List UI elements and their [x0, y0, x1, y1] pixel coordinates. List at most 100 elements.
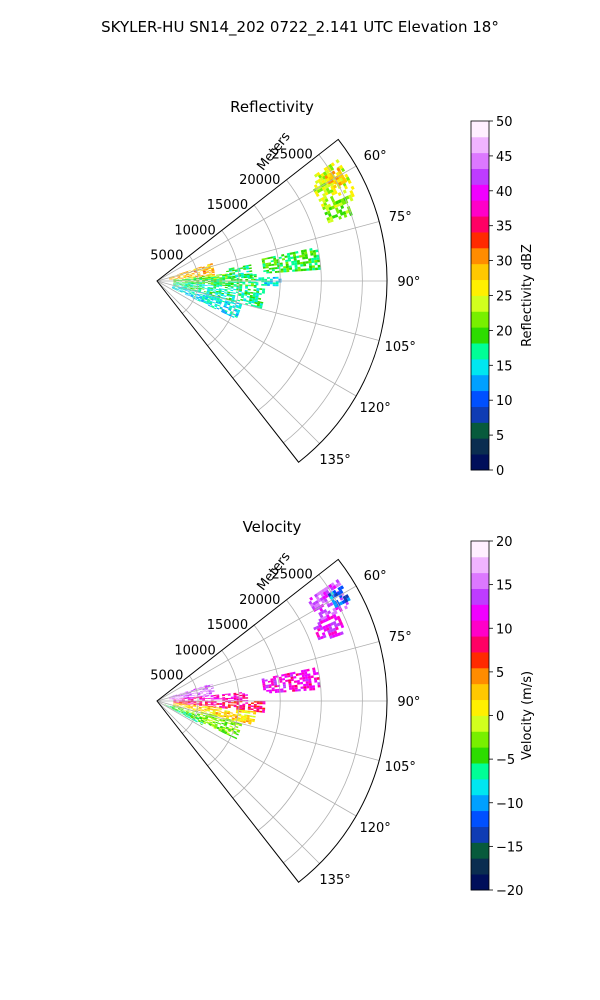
echo-gate: [222, 728, 226, 731]
echo-gate: [318, 174, 323, 179]
echo-gate: [243, 715, 247, 718]
echo-gate: [222, 277, 226, 279]
echo-gate: [322, 199, 326, 204]
echo-gate: [204, 706, 208, 708]
echo-region: [255, 276, 282, 287]
echo-gate: [183, 696, 187, 698]
echo-gate: [217, 715, 221, 717]
echo-gate: [229, 306, 233, 309]
echo-gate: [194, 272, 198, 274]
echo-gate: [259, 705, 263, 708]
echo-gate: [244, 276, 247, 279]
echo-gate: [244, 710, 248, 712]
echo-gate: [213, 285, 217, 287]
echo-gate: [205, 269, 209, 271]
echo-gate: [206, 301, 210, 304]
echo-gate: [234, 315, 238, 318]
echo-gate: [173, 703, 177, 704]
echo-gate: [206, 292, 210, 294]
echo-gate: [233, 693, 237, 696]
echo-gate: [218, 722, 222, 725]
echo-gate: [208, 688, 212, 691]
echo-gate: [231, 717, 235, 720]
colorbar-tick-label: 20: [496, 535, 513, 550]
echo-gate: [319, 187, 324, 192]
echo-gate: [215, 288, 219, 291]
echo-gate: [200, 693, 204, 695]
echo-gate: [328, 625, 333, 630]
echo-gate: [191, 292, 195, 294]
echo-gate: [321, 632, 326, 636]
colorbar-swatch: [471, 454, 489, 471]
echo-gate: [207, 283, 211, 284]
colorbar-swatch: [471, 556, 489, 574]
echo-gate: [190, 689, 194, 692]
echo-gate: [182, 279, 185, 280]
echo-gate: [205, 279, 208, 280]
echo-gate: [257, 302, 261, 305]
echo-gate: [211, 269, 215, 271]
echo-gate: [210, 306, 214, 309]
echo-gate: [173, 703, 176, 705]
echo-gate: [202, 704, 205, 706]
echo-gate: [191, 713, 195, 716]
echo-gate: [214, 717, 218, 719]
echo-gate: [247, 708, 251, 710]
echo-gate: [204, 709, 208, 711]
echo-gate: [230, 284, 234, 286]
echo-gate: [198, 710, 202, 712]
echo-gate: [238, 294, 242, 297]
echo-gate: [258, 297, 262, 300]
echo-gate: [188, 291, 192, 293]
echo-gate: [190, 277, 194, 278]
echo-gate: [350, 193, 355, 198]
echo-gate: [180, 290, 183, 292]
echo-gate: [202, 281, 206, 283]
echo-gate: [225, 726, 229, 729]
echo-gate: [297, 268, 301, 272]
echo-gate: [177, 277, 181, 278]
echo-gate: [185, 292, 189, 295]
echo-gate: [231, 719, 235, 722]
echo-gate: [181, 285, 185, 287]
echo-gate: [224, 693, 228, 695]
echo-gate: [335, 159, 340, 164]
echo-gate: [316, 257, 320, 260]
echo-gate: [274, 685, 278, 688]
echo-gate: [280, 270, 284, 273]
echo-gate: [242, 694, 246, 697]
echo-gate: [173, 704, 176, 705]
echo-gate: [193, 698, 197, 699]
echo-gate: [211, 270, 215, 272]
echo-gate: [233, 705, 237, 708]
echo-gate: [320, 172, 325, 177]
echo-gate: [178, 287, 181, 289]
echo-gate: [248, 721, 252, 724]
echo-gate: [273, 679, 277, 682]
azimuth-tick-label: 135°: [319, 453, 350, 468]
echo-gate: [174, 278, 178, 279]
echo-gate: [180, 274, 184, 276]
echo-gate: [304, 676, 309, 680]
echo-gate: [188, 293, 191, 296]
echo-gate: [172, 698, 175, 700]
colorbar-swatch: [471, 763, 489, 780]
echo-gate: [302, 676, 306, 680]
echo-gate: [224, 706, 228, 708]
echo-gate: [247, 288, 251, 291]
echo-gate: [228, 727, 232, 730]
echo-gate: [320, 592, 325, 597]
echo-gate: [339, 589, 344, 594]
echo-gate: [233, 288, 237, 291]
colorbar-label: Velocity (m/s): [520, 671, 535, 760]
colorbar-swatch: [471, 794, 489, 812]
echo-gate: [215, 290, 219, 293]
echo-gate: [297, 266, 301, 270]
colorbar-swatch: [471, 295, 489, 312]
echo-gate: [187, 715, 191, 717]
echo-gate: [196, 688, 200, 690]
echo-gate: [216, 299, 220, 302]
echo-gate: [193, 285, 197, 287]
colorbar-swatch: [471, 858, 489, 875]
echo-gate: [315, 631, 320, 636]
